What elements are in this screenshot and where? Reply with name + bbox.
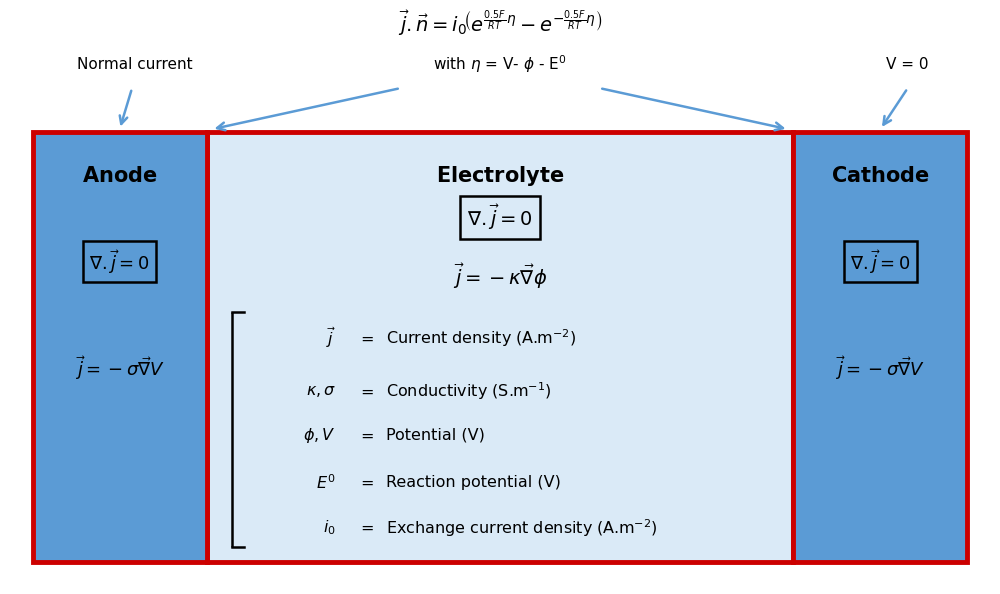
Text: $\vec{j}.\vec{n} = i_0\!\left(e^{\frac{0.5F}{RT}\eta} - e^{-\frac{0.5F}{RT}\eta}: $\vec{j}.\vec{n} = i_0\!\left(e^{\frac{0… <box>398 8 602 38</box>
Text: $\bf{Cathode}$: $\bf{Cathode}$ <box>831 166 930 187</box>
Text: $\vec{j} = -\sigma\vec{\nabla}V$: $\vec{j} = -\sigma\vec{\nabla}V$ <box>835 353 925 381</box>
Text: $\phi,V$: $\phi,V$ <box>303 426 336 445</box>
Text: Reaction potential (V): Reaction potential (V) <box>386 475 561 490</box>
Text: $\vec{j} = -\kappa\vec{\nabla}\phi$: $\vec{j} = -\kappa\vec{\nabla}\phi$ <box>453 262 547 291</box>
Text: $=$: $=$ <box>357 475 374 490</box>
Bar <box>793 132 967 562</box>
Text: Normal current: Normal current <box>77 57 193 72</box>
Text: Potential (V): Potential (V) <box>386 428 485 443</box>
Text: $\nabla.\vec{j} = 0$: $\nabla.\vec{j} = 0$ <box>850 248 911 276</box>
Text: $\nabla.\vec{j} = 0$: $\nabla.\vec{j} = 0$ <box>467 203 533 232</box>
Text: $\bf{Anode}$: $\bf{Anode}$ <box>82 166 157 187</box>
Text: $=$: $=$ <box>357 428 374 443</box>
Text: Exchange current density (A.m$^{-2}$): Exchange current density (A.m$^{-2}$) <box>386 517 657 539</box>
Text: $E^{0}$: $E^{0}$ <box>316 473 336 492</box>
Text: Current density (A.m$^{-2}$): Current density (A.m$^{-2}$) <box>386 327 576 349</box>
Text: $\kappa,\sigma$: $\kappa,\sigma$ <box>306 384 336 399</box>
Text: V = 0: V = 0 <box>886 57 929 72</box>
Text: $=$: $=$ <box>357 520 374 535</box>
Text: $i_{0}$: $i_{0}$ <box>323 519 336 537</box>
Bar <box>33 132 207 562</box>
Bar <box>207 132 793 562</box>
Text: $\vec{j} = -\sigma\vec{\nabla}V$: $\vec{j} = -\sigma\vec{\nabla}V$ <box>75 353 165 381</box>
Text: $\bf{Electrolyte}$: $\bf{Electrolyte}$ <box>436 165 564 188</box>
Text: $=$: $=$ <box>357 384 374 399</box>
Text: $=$: $=$ <box>357 331 374 346</box>
Text: $\vec{j}$: $\vec{j}$ <box>326 326 336 350</box>
Text: $\nabla.\vec{j} = 0$: $\nabla.\vec{j} = 0$ <box>89 248 150 276</box>
Text: with $\eta$ = V- $\phi$ - E$^0$: with $\eta$ = V- $\phi$ - E$^0$ <box>433 53 567 75</box>
Text: Conductivity (S.m$^{-1}$): Conductivity (S.m$^{-1}$) <box>386 380 551 402</box>
